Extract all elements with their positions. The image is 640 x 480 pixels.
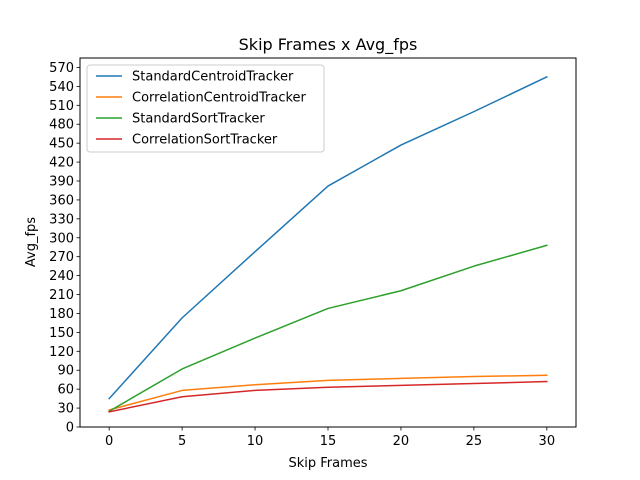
x-tick-label: 20 xyxy=(393,434,410,449)
y-tick-label: 570 xyxy=(49,61,74,76)
legend-label-3: StandardSortTracker xyxy=(132,112,265,127)
x-axis: 0 5 10 15 20 25 30 xyxy=(105,427,555,449)
x-tick-label: 0 xyxy=(105,434,113,449)
series-line-1 xyxy=(108,75,548,400)
series-line-2 xyxy=(108,374,548,411)
y-tick-label: 330 xyxy=(49,212,74,227)
y-tick-label: 450 xyxy=(49,137,74,152)
y-tick-label: 60 xyxy=(57,383,74,398)
y-tick-label: 150 xyxy=(49,326,74,341)
y-tick-label: 240 xyxy=(49,269,74,284)
y-tick-label: 210 xyxy=(49,288,74,303)
x-axis-title: Skip Frames xyxy=(288,456,367,471)
y-axis: 0 30 60 90 120 150 180 210 240 270 300 330 360 390 420… xyxy=(49,61,80,436)
y-tick-label: 120 xyxy=(49,345,74,360)
y-tick-label: 360 xyxy=(49,193,74,208)
x-tick-label: 30 xyxy=(539,434,556,449)
y-tick-label: 510 xyxy=(49,99,74,114)
series-line-3 xyxy=(108,244,548,413)
x-tick-label: 15 xyxy=(320,434,337,449)
y-tick-label: 90 xyxy=(57,364,74,379)
legend-label-2: CorrelationCentroidTracker xyxy=(132,91,307,106)
x-tick-label: 10 xyxy=(247,434,264,449)
y-tick-label: 540 xyxy=(49,80,74,95)
y-axis-title: Avg_fps xyxy=(24,217,39,267)
series-line-4 xyxy=(108,380,548,413)
y-tick-label: 390 xyxy=(49,175,74,190)
chart-title: Skip Frames x Avg_fps xyxy=(239,35,418,55)
y-tick-label: 30 xyxy=(57,402,74,417)
y-tick-label: 180 xyxy=(49,307,74,322)
y-tick-label: 270 xyxy=(49,250,74,265)
plot-frame xyxy=(79,57,577,428)
legend-box xyxy=(86,64,325,153)
x-tick-label: 25 xyxy=(466,434,483,449)
y-tick-label: 480 xyxy=(49,118,74,133)
legend-label-4: CorrelationSortTracker xyxy=(132,133,278,148)
y-tick-label: 420 xyxy=(49,156,74,171)
legend-label-1: StandardCentroidTracker xyxy=(132,70,294,85)
legend: StandardCentroidTracker CorrelationCentro… xyxy=(86,64,325,153)
y-tick-label: 300 xyxy=(49,231,74,246)
series-layer xyxy=(108,75,548,413)
y-tick-label: 0 xyxy=(66,421,74,436)
x-tick-label: 5 xyxy=(178,434,186,449)
